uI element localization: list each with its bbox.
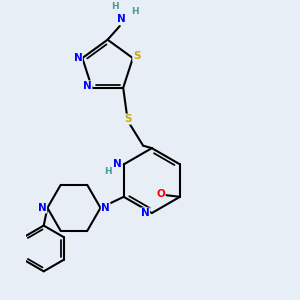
Text: N: N	[141, 208, 150, 218]
Text: S: S	[133, 51, 140, 61]
Text: N: N	[38, 203, 46, 213]
Text: N: N	[83, 81, 92, 91]
Text: O: O	[156, 189, 165, 199]
Text: N: N	[101, 203, 110, 213]
Text: N: N	[113, 159, 122, 170]
Text: H: H	[131, 7, 138, 16]
Text: S: S	[124, 114, 131, 124]
Text: N: N	[74, 53, 82, 63]
Text: H: H	[111, 2, 119, 11]
Text: H: H	[104, 167, 112, 176]
Text: N: N	[117, 14, 126, 24]
